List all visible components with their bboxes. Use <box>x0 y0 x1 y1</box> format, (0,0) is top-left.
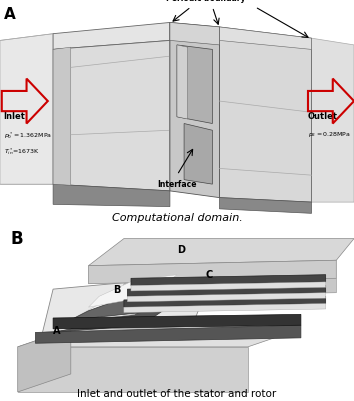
Polygon shape <box>127 293 326 302</box>
Polygon shape <box>0 34 53 184</box>
Text: A: A <box>53 326 61 336</box>
Polygon shape <box>18 347 248 392</box>
Text: A: A <box>4 7 16 22</box>
Polygon shape <box>53 296 184 332</box>
Text: B: B <box>113 285 121 295</box>
Polygon shape <box>170 22 219 198</box>
Polygon shape <box>53 314 301 329</box>
Polygon shape <box>35 325 301 343</box>
Polygon shape <box>88 239 354 265</box>
Polygon shape <box>219 27 312 202</box>
Polygon shape <box>170 22 219 45</box>
Polygon shape <box>127 286 326 296</box>
Text: Periodic boundary: Periodic boundary <box>166 0 245 3</box>
Polygon shape <box>53 47 71 185</box>
Polygon shape <box>71 284 195 320</box>
Polygon shape <box>124 278 336 296</box>
Polygon shape <box>88 275 177 307</box>
Polygon shape <box>53 184 170 207</box>
Text: Inlet and outlet of the stator and rotor: Inlet and outlet of the stator and rotor <box>78 389 276 399</box>
Text: Computational domain.: Computational domain. <box>112 213 242 223</box>
Text: D: D <box>177 245 185 255</box>
Text: Interface: Interface <box>157 180 197 188</box>
Text: B: B <box>11 229 23 247</box>
Polygon shape <box>312 38 354 202</box>
Polygon shape <box>124 296 326 307</box>
Text: $p_2 = 0.28$MPa: $p_2 = 0.28$MPa <box>308 130 350 139</box>
Polygon shape <box>42 275 212 332</box>
Polygon shape <box>177 45 212 124</box>
Polygon shape <box>18 329 71 392</box>
Polygon shape <box>184 124 212 184</box>
Polygon shape <box>88 260 336 284</box>
Text: Outlet: Outlet <box>308 112 338 121</box>
Polygon shape <box>177 45 188 119</box>
Polygon shape <box>53 41 170 191</box>
Polygon shape <box>18 329 301 347</box>
Polygon shape <box>219 27 312 49</box>
Text: C: C <box>205 270 212 280</box>
Polygon shape <box>53 289 170 325</box>
Text: Inlet: Inlet <box>4 112 25 121</box>
Polygon shape <box>219 198 312 213</box>
Polygon shape <box>131 275 326 286</box>
Text: $p_0^* = 1.362$MPa: $p_0^* = 1.362$MPa <box>4 130 52 141</box>
Polygon shape <box>131 282 326 291</box>
Polygon shape <box>53 22 170 49</box>
Polygon shape <box>124 304 326 313</box>
Text: $T_{in}^*$=1673K: $T_{in}^*$=1673K <box>4 146 39 157</box>
